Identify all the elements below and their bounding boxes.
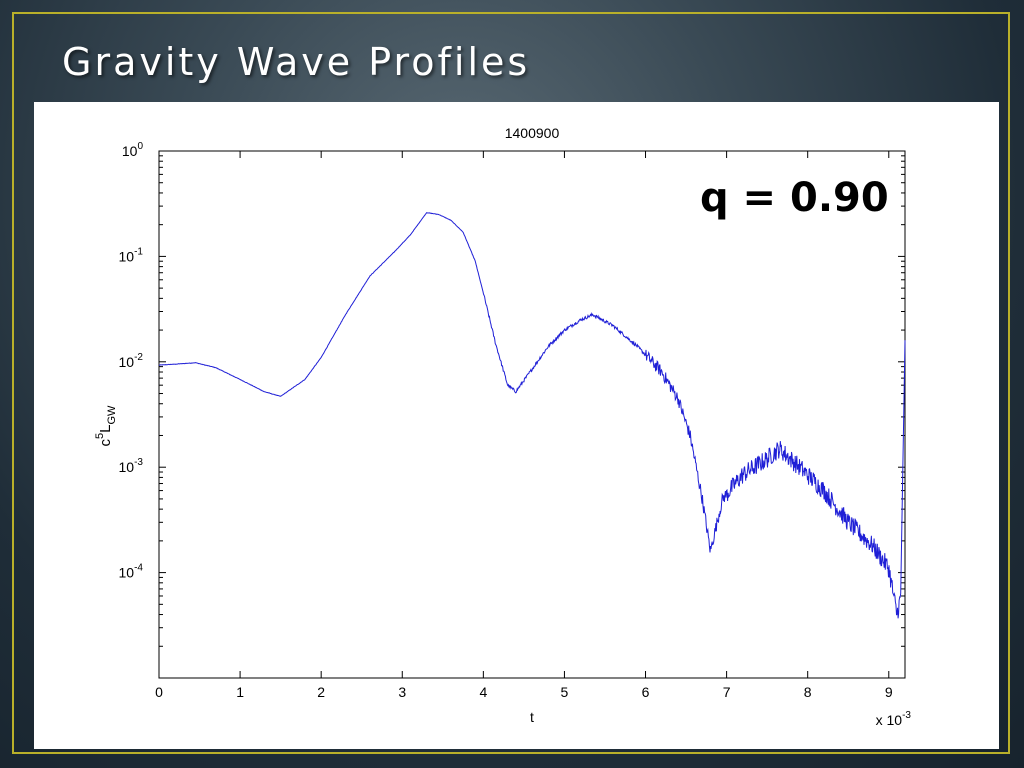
gw-chart: 0 1 2 3 4 5 6 7 8 9 100 10-1 10-2 10-3 10-4 1400900 t x 1… (94, 125, 912, 728)
slide-frame (12, 12, 1010, 754)
y-tick-label: 10-1 (119, 246, 144, 264)
y-tick-label: 10-3 (119, 457, 144, 475)
x-tick-label: 0 (155, 684, 163, 700)
x-tick-label: 8 (804, 684, 812, 700)
x-tick-label: 4 (479, 684, 487, 700)
x-tick-label: 2 (317, 684, 325, 700)
x-tick-label: 1 (236, 684, 244, 700)
y-tick-label: 100 (122, 141, 144, 159)
plot-frame (158, 150, 906, 679)
x-tick-label: 5 (561, 684, 569, 700)
x-tick-label: 6 (642, 684, 650, 700)
x-tick-label: 3 (398, 684, 406, 700)
x-axis-label: t (530, 709, 534, 725)
y-axis-label: c5LGW (94, 405, 118, 447)
y-tick-label: 10-2 (119, 352, 144, 370)
x-tick-label: 9 (885, 684, 893, 700)
x-axis-multiplier: x 10-3 (876, 710, 912, 728)
plot-panel: 0 1 2 3 4 5 6 7 8 9 100 10-1 10-2 10-3 10-4 1400900 t x 1… (34, 102, 999, 749)
chart-title: 1400900 (505, 125, 560, 141)
q-annotation: q = 0.90 (700, 175, 889, 221)
y-tick-label: 10-4 (119, 563, 144, 581)
slide-title: Gravity Wave Profiles (62, 40, 531, 84)
x-tick-label: 7 (723, 684, 731, 700)
series-line (158, 212, 906, 619)
